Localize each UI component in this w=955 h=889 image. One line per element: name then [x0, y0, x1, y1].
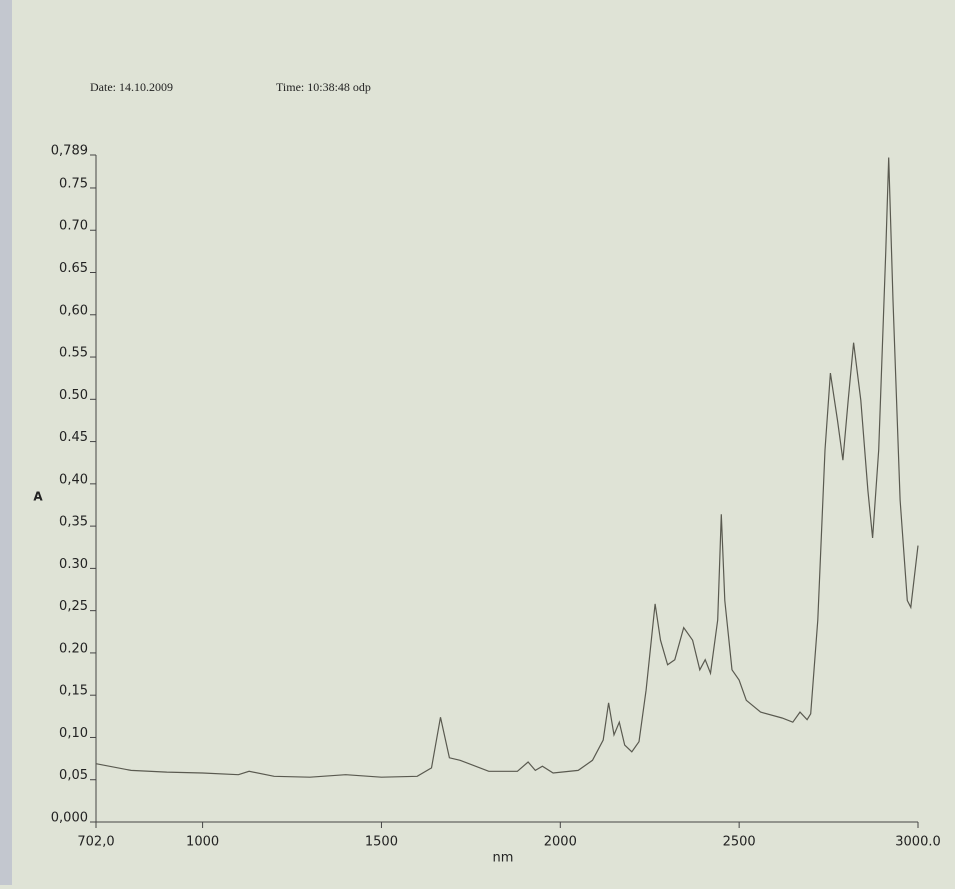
y-tick-label: 0,10	[59, 726, 88, 741]
y-tick-label: 0.45	[59, 430, 88, 445]
x-tick-label: 3000.0	[895, 835, 941, 850]
time-text: Time: 10:38:48 odp	[276, 80, 371, 94]
date-text: Date: 14.10.2009	[90, 80, 173, 94]
side-strip	[0, 0, 12, 885]
spectrum-line	[95, 157, 919, 778]
y-tick-label: 0,40	[59, 472, 88, 487]
x-tick-label: 2500	[723, 835, 756, 850]
y-tick-label: 0,789	[51, 144, 88, 159]
y-tick-label: 0.30	[59, 557, 88, 572]
y-tick-label: 0.75	[59, 176, 88, 191]
y-tick-label: 0,60	[59, 303, 88, 318]
y-tick-label: 0,000	[51, 811, 88, 826]
x-tick-label: 1000	[186, 835, 219, 850]
y-tick-label: 0,05	[59, 768, 88, 783]
y-tick-label: 0,25	[59, 599, 88, 614]
y-tick-label: 0.70	[59, 219, 88, 234]
x-tick-label: 2000	[544, 835, 577, 850]
y-axis-label: A	[33, 490, 43, 504]
y-tick-label: 0.55	[59, 346, 88, 361]
x-axis-label: nm	[493, 851, 514, 866]
y-tick-label: 0.20	[59, 641, 88, 656]
y-tick-label: 0,15	[59, 684, 88, 699]
x-tick-label: 702,0	[77, 835, 114, 850]
y-tick-label: 0.50	[59, 388, 88, 403]
y-tick-label: 0.65	[59, 261, 88, 276]
x-tick-label: 1500	[365, 835, 398, 850]
y-tick-label: 0,35	[59, 515, 88, 530]
